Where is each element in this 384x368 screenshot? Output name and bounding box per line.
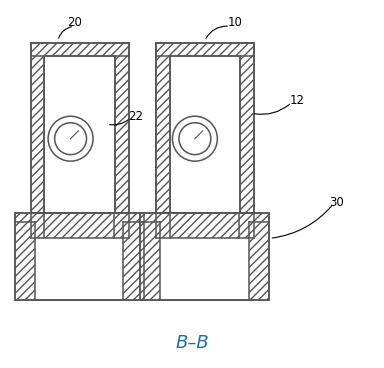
Bar	[156, 213, 169, 238]
Bar	[161, 238, 248, 300]
Bar	[169, 213, 240, 238]
Bar	[31, 43, 129, 56]
Bar	[156, 43, 169, 213]
Bar	[15, 213, 144, 300]
Bar	[140, 213, 269, 300]
Bar	[45, 56, 115, 213]
Bar	[31, 43, 129, 213]
Text: B–B: B–B	[175, 335, 209, 353]
Bar	[114, 213, 129, 238]
Bar	[115, 43, 129, 213]
Bar	[15, 213, 144, 300]
Bar	[35, 238, 124, 300]
Text: 10: 10	[228, 16, 243, 29]
Bar	[140, 213, 269, 300]
Text: 22: 22	[128, 110, 143, 123]
Text: 20: 20	[67, 16, 82, 29]
Circle shape	[179, 123, 211, 155]
Circle shape	[48, 116, 93, 161]
Bar	[45, 213, 114, 238]
Text: 12: 12	[290, 94, 305, 107]
Bar	[156, 43, 253, 56]
Bar	[169, 56, 240, 213]
Bar	[240, 43, 253, 213]
Bar	[169, 56, 240, 213]
Bar	[156, 43, 253, 213]
Circle shape	[172, 116, 217, 161]
Bar	[240, 213, 253, 238]
Text: 30: 30	[329, 196, 344, 209]
Circle shape	[55, 123, 86, 155]
Bar	[31, 213, 45, 238]
Bar	[45, 56, 115, 213]
Bar	[31, 43, 45, 213]
